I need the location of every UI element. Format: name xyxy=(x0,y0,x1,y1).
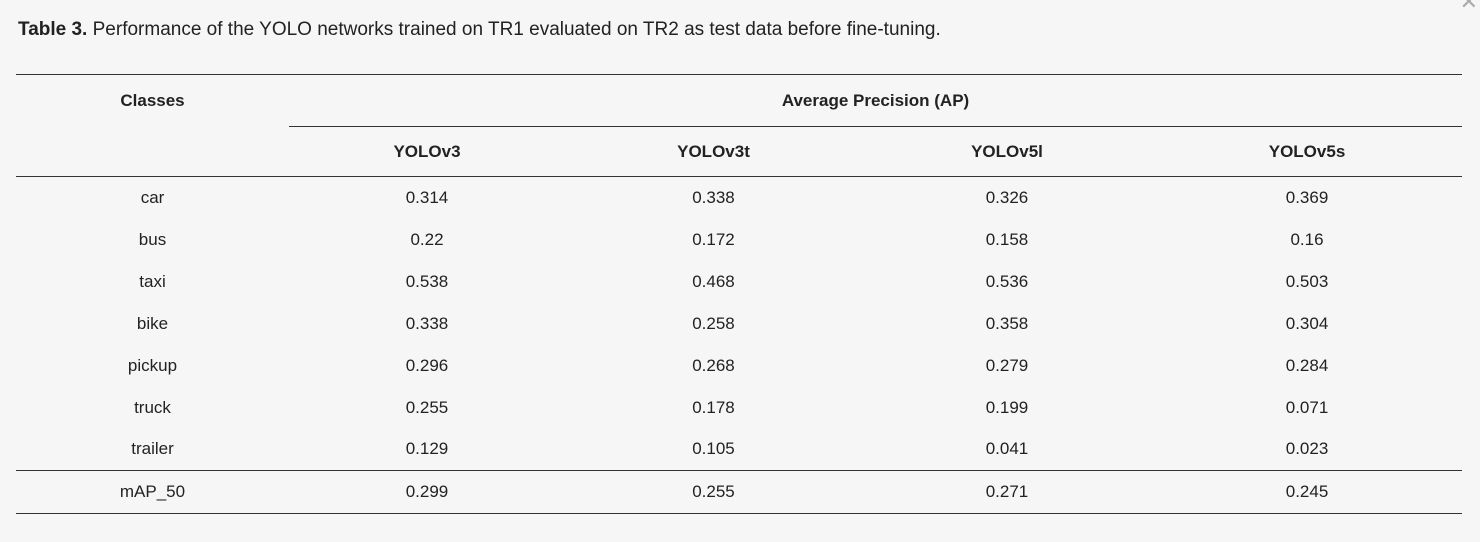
value-cell: 0.538 xyxy=(405,271,449,291)
column-header: YOLOv3t xyxy=(565,126,862,177)
classes-header: Classes xyxy=(16,74,289,127)
value-cell: 0.358 xyxy=(985,313,1029,333)
table-row: bus 0.22 0.172 0.158 0.16 xyxy=(16,219,1462,261)
average-precision-header: Average Precision (AP) xyxy=(289,74,1463,127)
summary-value-cell: 0.255 xyxy=(565,470,862,514)
table-caption-text: Performance of the YOLO networks trained… xyxy=(87,19,941,40)
summary-value-cell: 0.245 xyxy=(1152,470,1463,514)
value-cell: 0.304 xyxy=(1285,313,1329,333)
value-cell: 0.199 xyxy=(985,397,1029,417)
value-cell: 0.338 xyxy=(692,187,735,207)
class-cell: pickup xyxy=(127,355,178,375)
value-cell: 0.326 xyxy=(985,187,1029,207)
class-cell: bike xyxy=(136,313,169,333)
table-row: taxi 0.538 0.468 0.536 0.503 xyxy=(16,261,1462,303)
summary-row: mAP_50 0.299 0.255 0.271 0.245 xyxy=(16,470,1463,514)
close-icon[interactable]: ✕ xyxy=(1459,0,1478,14)
value-cell: 0.023 xyxy=(1285,439,1329,459)
value-cell: 0.279 xyxy=(985,355,1029,375)
value-cell: 0.503 xyxy=(1285,271,1329,291)
class-cell: bus xyxy=(138,229,167,249)
column-header: YOLOv3 xyxy=(289,126,565,177)
header-row-group: Classes Average Precision (AP) xyxy=(16,74,1463,127)
class-cell: trailer xyxy=(131,439,174,459)
class-cell: truck xyxy=(134,397,171,417)
value-cell: 0.338 xyxy=(405,313,449,333)
class-cell: taxi xyxy=(139,271,166,291)
value-cell: 0.105 xyxy=(692,439,735,459)
results-table: Classes Average Precision (AP) YOLOv3 YO… xyxy=(16,74,1463,514)
value-cell: 0.296 xyxy=(405,355,449,375)
table-row: bike 0.338 0.258 0.358 0.304 xyxy=(16,303,1462,345)
summary-label-cell: mAP_50 xyxy=(16,470,289,514)
summary-value-cell: 0.299 xyxy=(289,470,565,514)
class-cell: car xyxy=(140,187,165,207)
column-header: YOLOv5l xyxy=(862,126,1152,177)
table-caption: Table 3. Performance of the YOLO network… xyxy=(18,19,941,41)
value-cell: 0.258 xyxy=(692,313,735,333)
summary-value-cell: 0.271 xyxy=(862,470,1152,514)
value-cell: 0.536 xyxy=(985,271,1029,291)
value-cell: 0.178 xyxy=(692,397,735,417)
table-row: pickup 0.296 0.268 0.279 0.284 xyxy=(16,345,1462,387)
table-row: car 0.314 0.338 0.326 0.369 xyxy=(16,177,1462,219)
value-cell: 0.071 xyxy=(1285,397,1329,417)
value-cell: 0.268 xyxy=(692,355,735,375)
value-cell: 0.284 xyxy=(1285,355,1329,375)
empty-header-cell xyxy=(16,126,289,177)
table-row: trailer 0.129 0.105 0.041 0.023 xyxy=(16,429,1462,471)
value-cell: 0.172 xyxy=(692,229,735,249)
table-container: Classes Average Precision (AP) YOLOv3 YO… xyxy=(16,74,1463,514)
value-cell: 0.22 xyxy=(410,229,444,249)
value-cell: 0.129 xyxy=(405,439,449,459)
value-cell: 0.255 xyxy=(405,397,449,417)
column-header: YOLOv5s xyxy=(1152,126,1463,177)
table-caption-label: Table 3. xyxy=(18,19,88,40)
value-cell: 0.468 xyxy=(692,271,735,291)
value-cell: 0.041 xyxy=(985,439,1029,459)
value-cell: 0.314 xyxy=(405,187,449,207)
value-cell: 0.158 xyxy=(985,229,1029,249)
table-row: truck 0.255 0.178 0.199 0.071 xyxy=(16,387,1462,429)
header-row-models: YOLOv3 YOLOv3t YOLOv5l YOLOv5s xyxy=(16,126,1463,177)
value-cell: 0.16 xyxy=(1290,229,1324,249)
value-cell: 0.369 xyxy=(1285,187,1329,207)
